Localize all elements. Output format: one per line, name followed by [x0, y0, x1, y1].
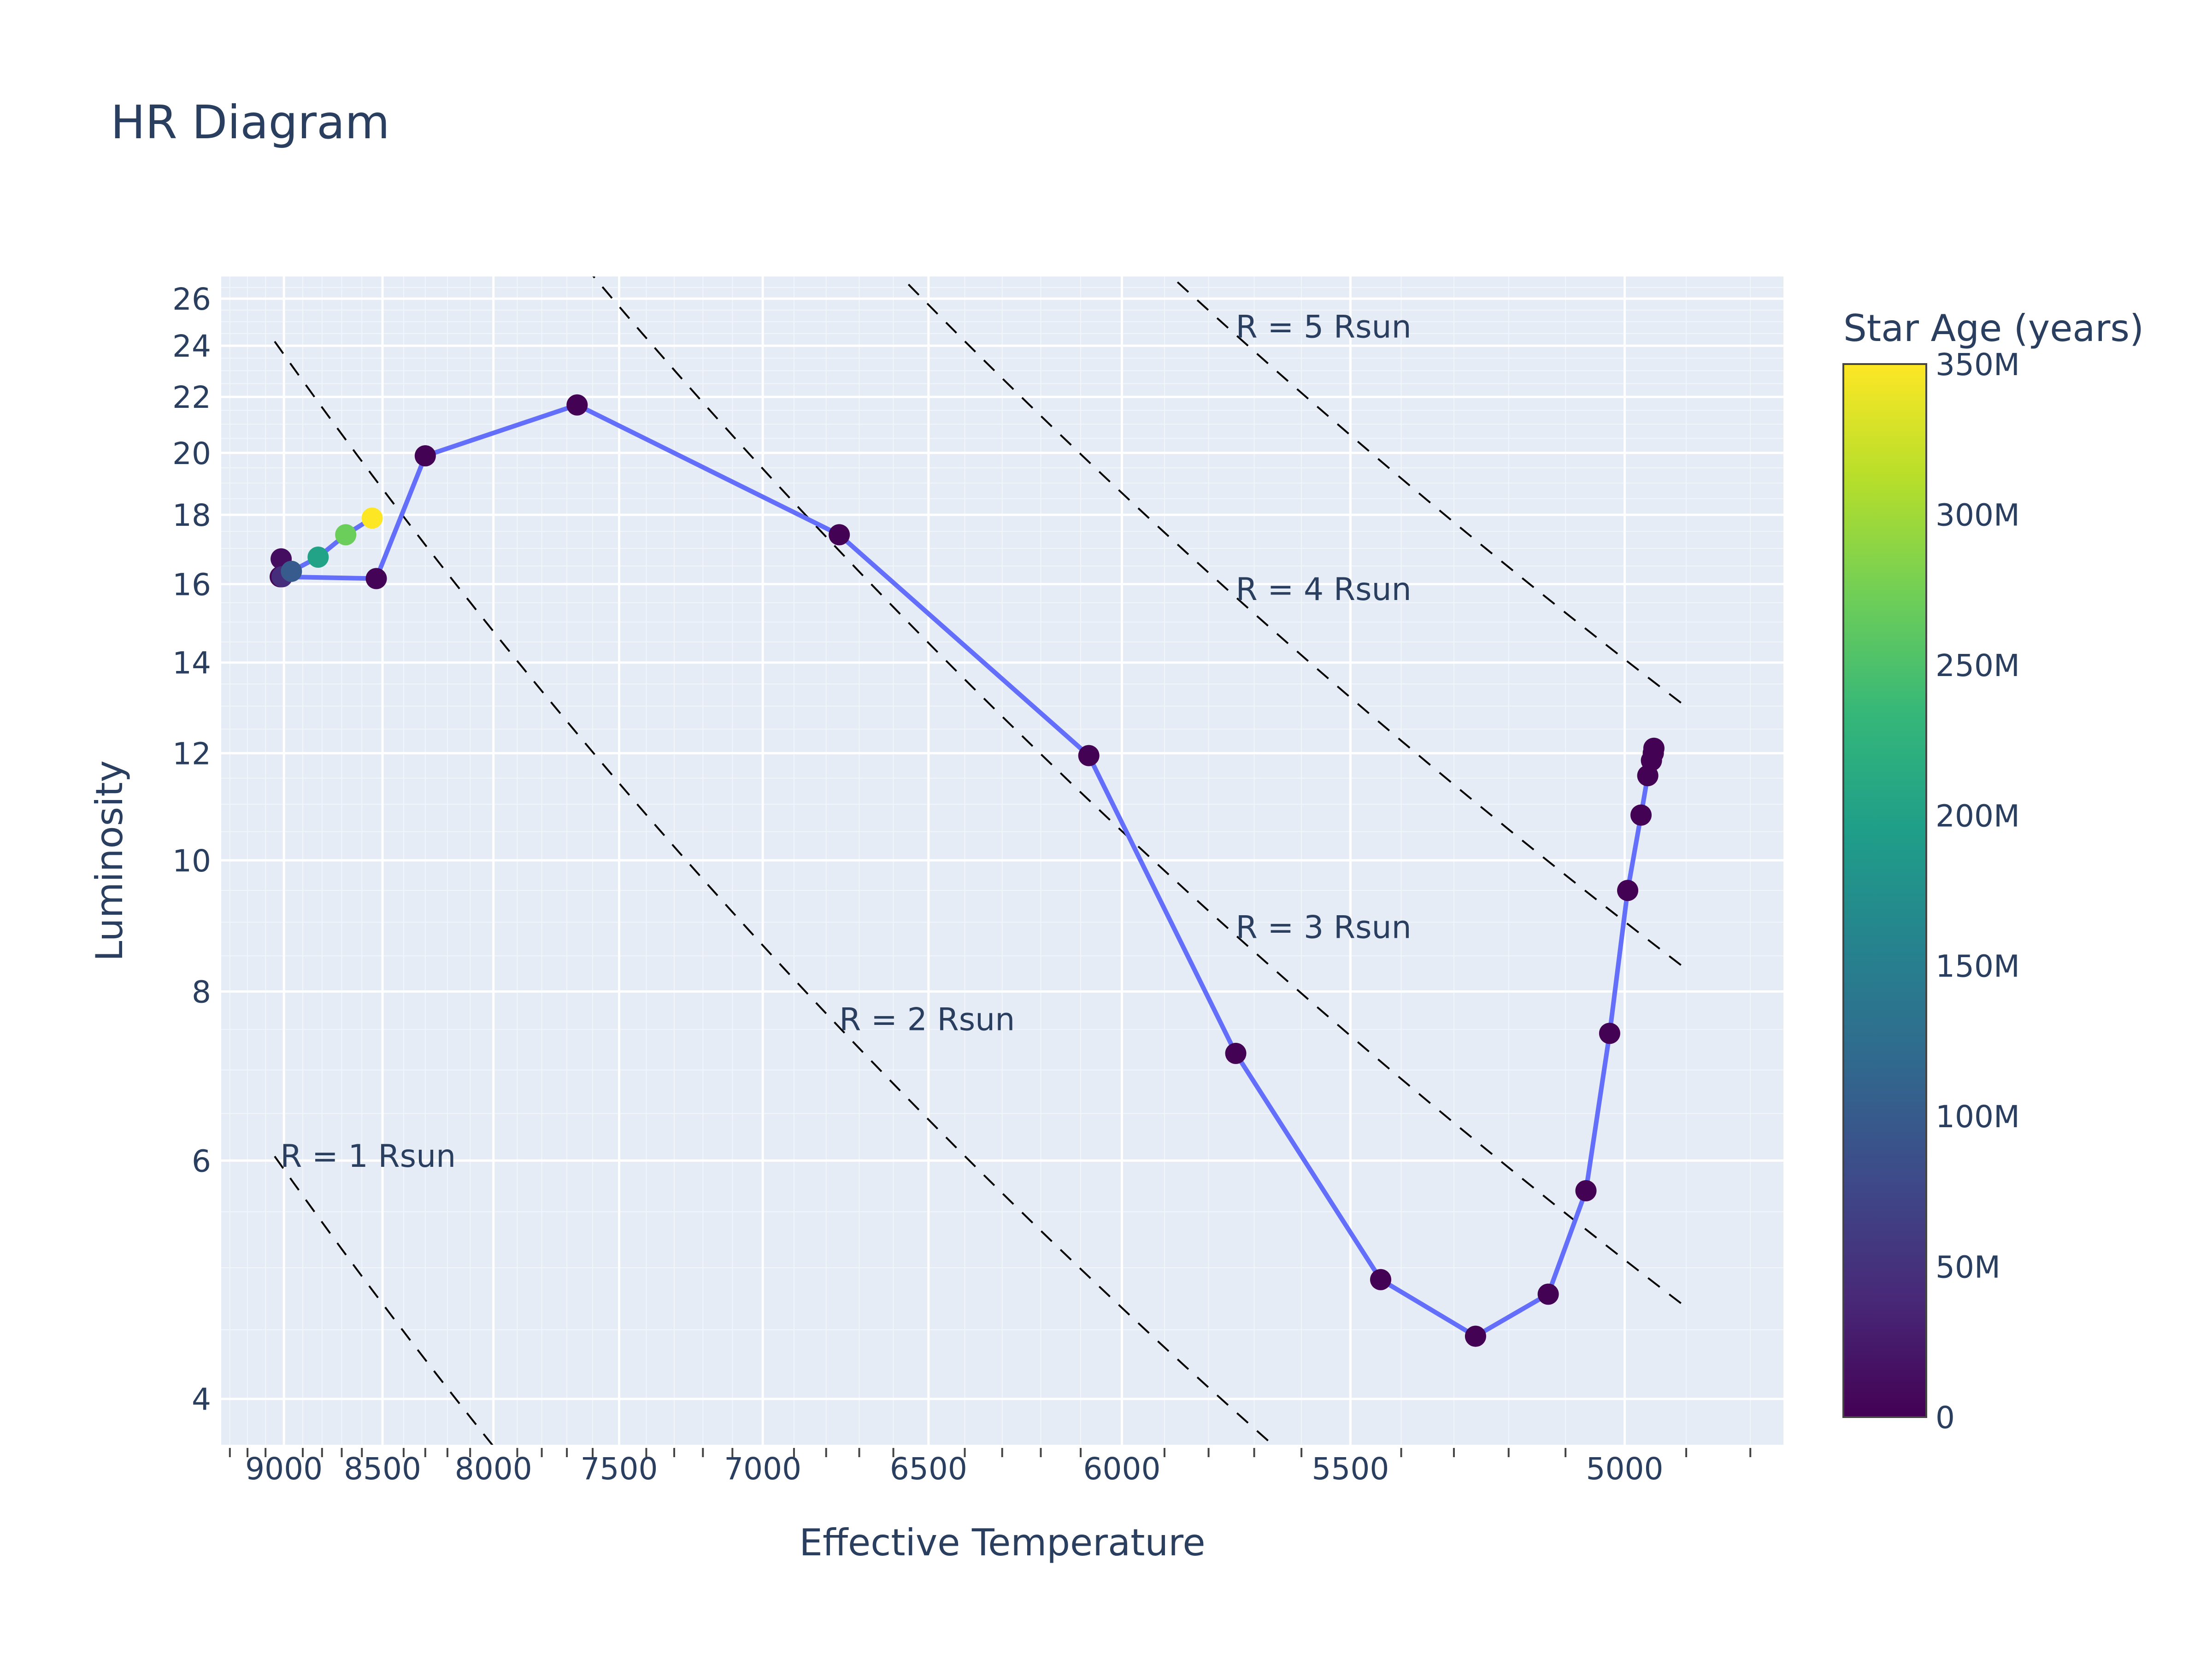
- colorbar-tick-label: 50M: [1936, 1250, 2000, 1285]
- colorbar-tick-label: 250M: [1936, 648, 2020, 683]
- radius-label: R = 2 Rsun: [839, 1001, 1015, 1038]
- colorbar: [1842, 363, 1927, 1418]
- radius-reference-lines: [274, 276, 1687, 1445]
- data-point: [1370, 1269, 1392, 1290]
- x-tick-label: 8500: [344, 1451, 421, 1487]
- radius-label: R = 5 Rsun: [1236, 309, 1412, 346]
- radius-line: [274, 341, 1274, 1445]
- y-tick-label: 22: [172, 380, 211, 415]
- data-point: [1537, 1283, 1559, 1305]
- colorbar-ticks: 0 50M 100M 150M 200M 250M 300M 350M: [1936, 347, 2020, 1435]
- colorbar-tick-label: 100M: [1936, 1099, 2020, 1135]
- colorbar-title: Star Age (years): [1843, 307, 2144, 350]
- y-tick-label: 6: [192, 1143, 211, 1179]
- x-tick-label: 5500: [1312, 1451, 1389, 1487]
- y-tick-label: 4: [192, 1382, 211, 1418]
- colorbar-tick-label: 200M: [1936, 798, 2020, 834]
- y-tick-label: 16: [172, 567, 211, 602]
- data-point: [829, 524, 850, 546]
- radius-label: R = 4 Rsun: [1236, 571, 1412, 608]
- radius-line: [899, 276, 1687, 970]
- data-point: [365, 568, 387, 589]
- x-tick-label: 6500: [890, 1451, 967, 1487]
- data-point: [307, 546, 329, 568]
- data-points: [270, 394, 1665, 1347]
- y-tick-label: 18: [172, 498, 211, 533]
- data-point: [1078, 745, 1100, 766]
- major-gridlines: [221, 276, 1783, 1445]
- x-tick-label: 8000: [455, 1451, 532, 1487]
- colorbar-tick-label: 350M: [1936, 347, 2020, 382]
- x-axis-ticks: 9000 8500 8000 7500 7000 6500 6000 5500 5000: [229, 1448, 1752, 1487]
- y-axis-title: Luminosity: [88, 760, 131, 961]
- radius-line: [592, 276, 1687, 1308]
- colorbar-tick-label: 300M: [1936, 497, 2020, 533]
- x-tick-label: 6000: [1083, 1451, 1160, 1487]
- x-tick-label: 9000: [245, 1451, 323, 1487]
- y-tick-label: 8: [192, 974, 211, 1010]
- x-axis-title: Effective Temperature: [799, 1521, 1205, 1564]
- data-point: [1575, 1180, 1597, 1201]
- data-point: [1465, 1325, 1486, 1347]
- data-point: [1599, 1023, 1620, 1044]
- y-tick-label: 26: [172, 282, 211, 317]
- y-tick-label: 20: [172, 436, 211, 471]
- data-point: [361, 507, 383, 529]
- y-axis-ticks: 4 6 8 10 12 14 16 18 20 22 24 26: [172, 282, 211, 1417]
- data-point: [281, 560, 302, 582]
- data-point: [1643, 737, 1665, 759]
- x-tick-label: 5000: [1586, 1451, 1663, 1487]
- data-point: [1617, 880, 1639, 901]
- chart-title: HR Diagram: [111, 95, 390, 149]
- colorbar-tick-label: 150M: [1936, 949, 2020, 984]
- y-tick-label: 14: [172, 646, 211, 681]
- data-point: [414, 445, 436, 467]
- y-tick-label: 10: [172, 843, 211, 879]
- y-tick-label: 24: [172, 329, 211, 364]
- data-point: [1630, 804, 1652, 826]
- data-point: [1225, 1042, 1247, 1064]
- radius-label: R = 1 Rsun: [280, 1138, 456, 1175]
- y-tick-label: 12: [172, 736, 211, 771]
- radius-line: [1170, 276, 1687, 708]
- x-tick-label: 7000: [724, 1451, 801, 1487]
- colorbar-tick-label: 0: [1936, 1400, 1955, 1435]
- data-point: [335, 524, 357, 546]
- radius-label: R = 3 Rsun: [1236, 910, 1412, 946]
- radius-annotations: R = 1 Rsun R = 2 Rsun R = 3 Rsun R = 4 Rsun…: [280, 309, 1412, 1175]
- data-point: [566, 394, 588, 416]
